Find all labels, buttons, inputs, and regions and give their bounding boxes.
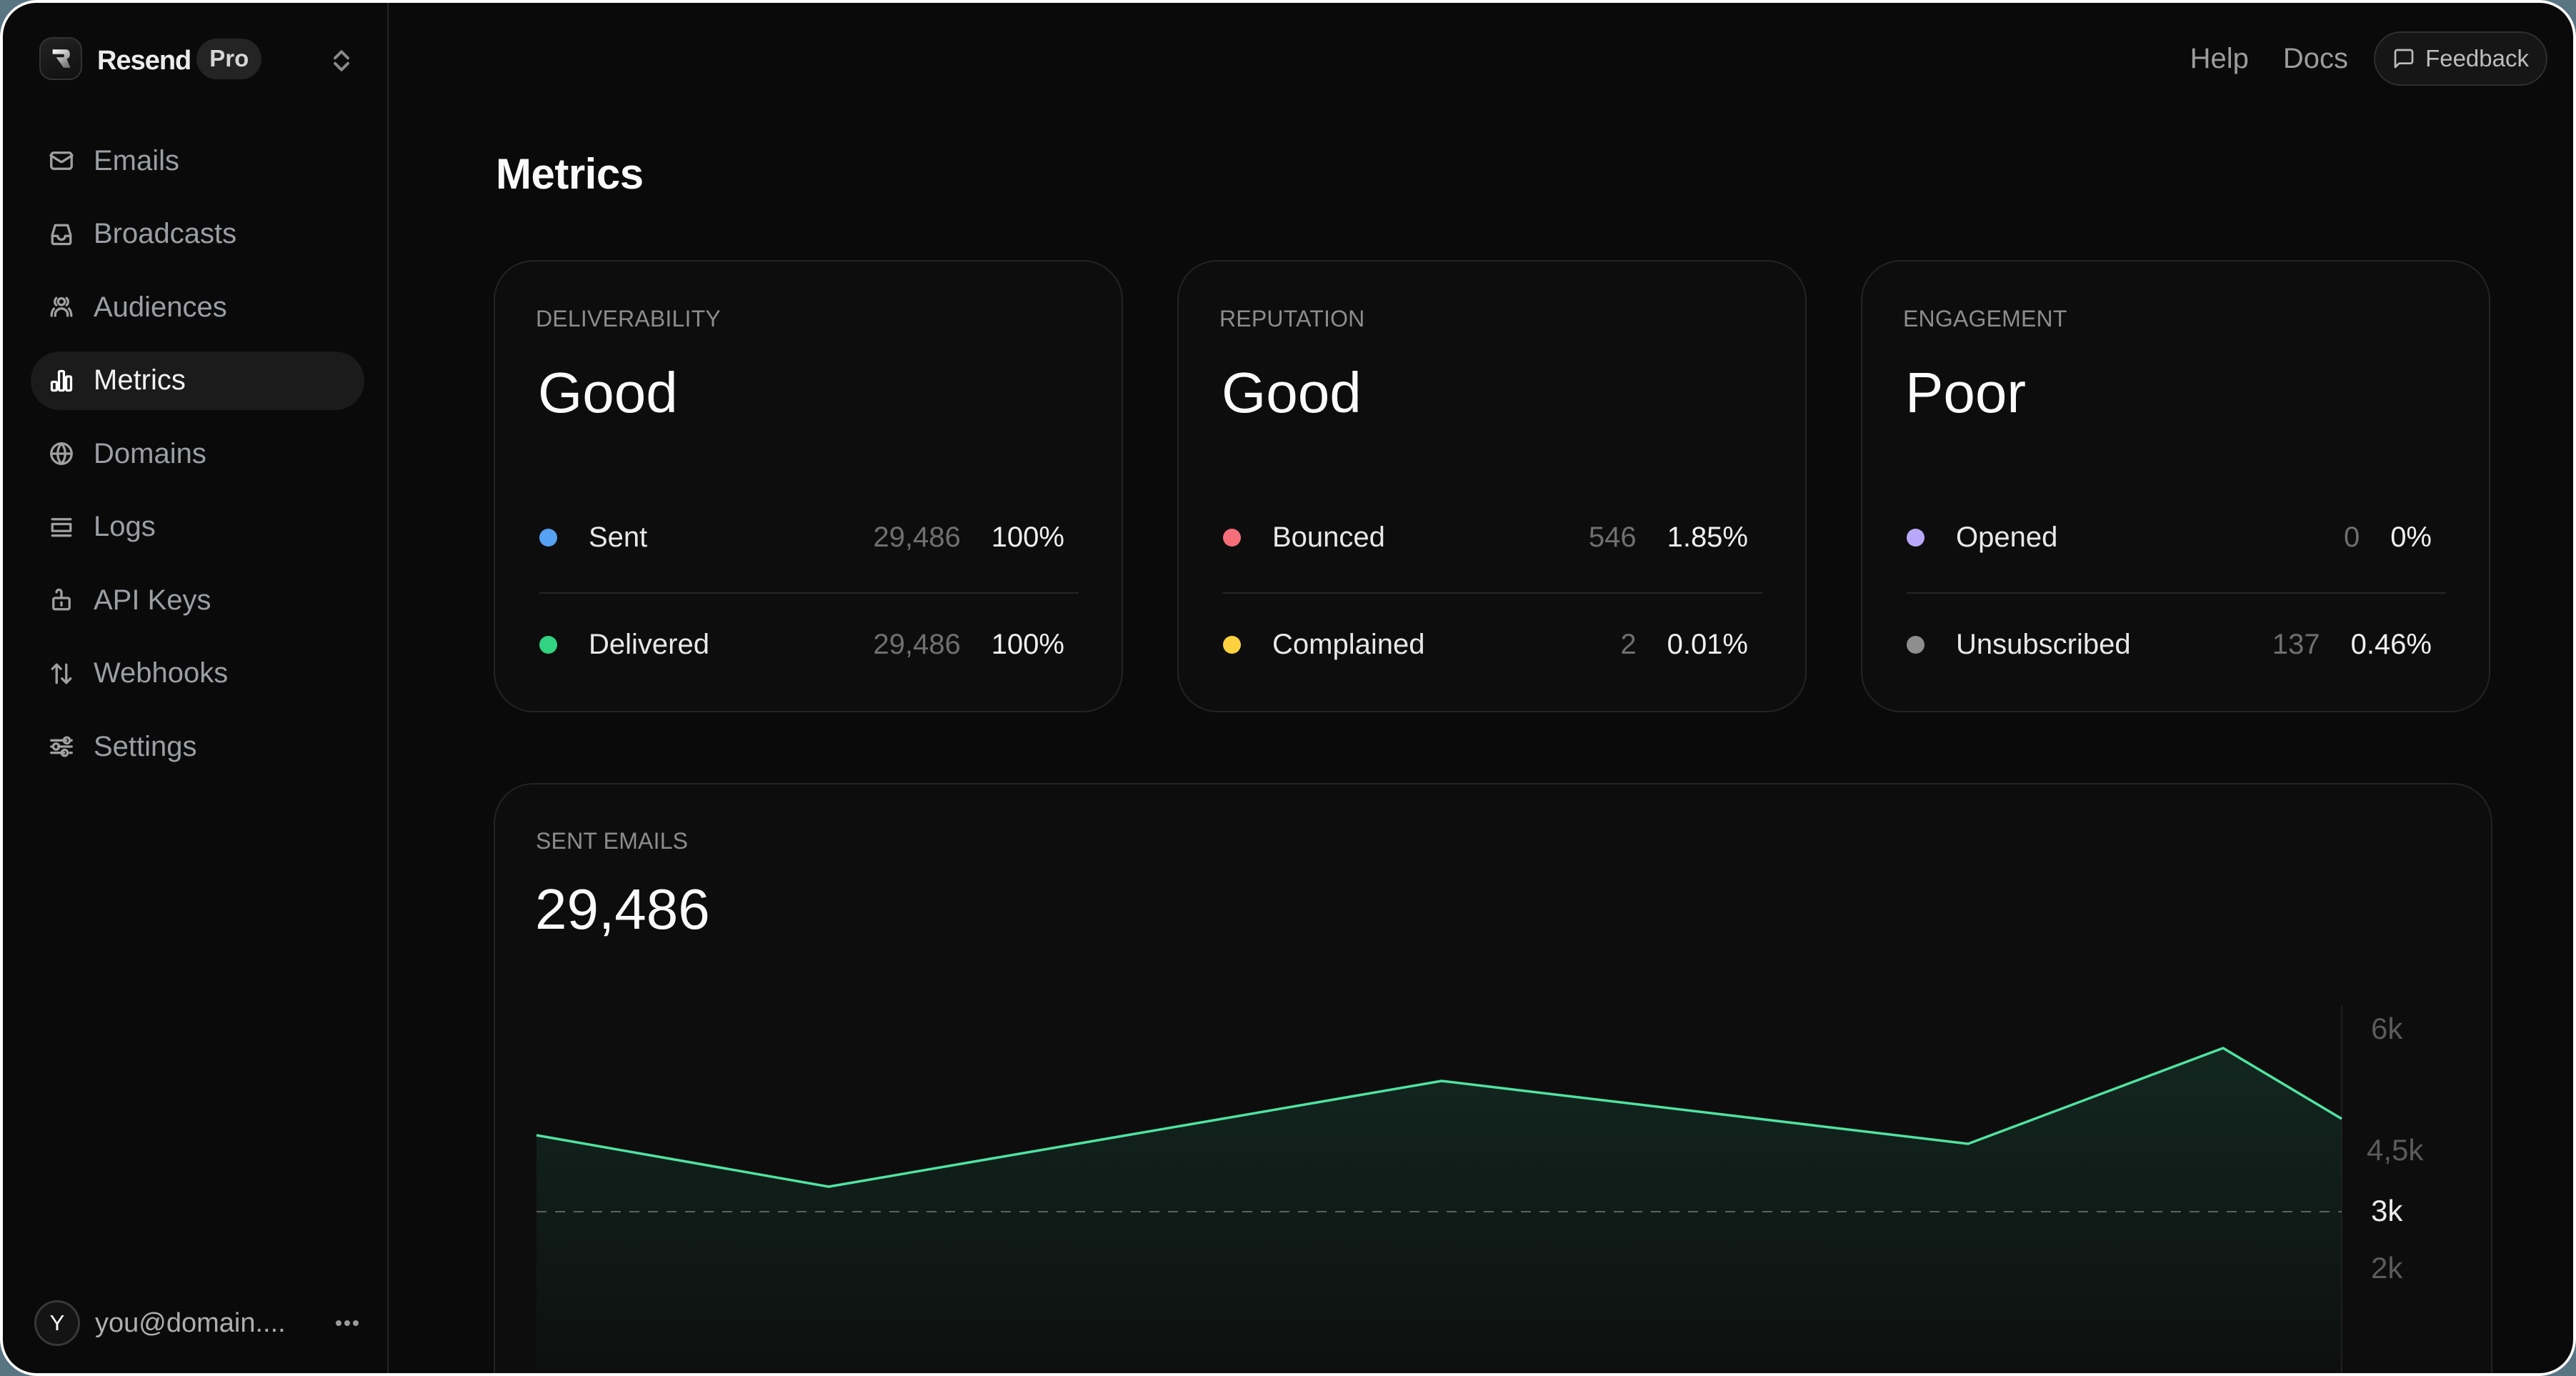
- svg-text:6k: 6k: [2371, 1012, 2403, 1045]
- svg-text:3k: 3k: [2371, 1194, 2403, 1227]
- svg-text:4,5k: 4,5k: [2367, 1133, 2424, 1167]
- svg-text:2k: 2k: [2371, 1251, 2403, 1285]
